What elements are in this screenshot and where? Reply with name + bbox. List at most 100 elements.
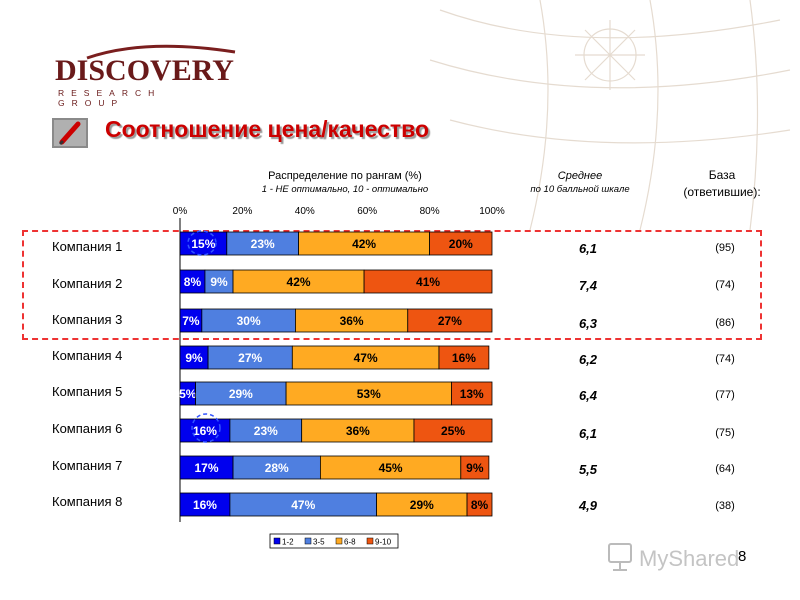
x-tick-label: 80% xyxy=(420,206,440,217)
average-header: Среднее xyxy=(557,170,603,182)
legend-label: 1-2 xyxy=(282,538,294,547)
bar-data-label: 36% xyxy=(346,424,370,438)
company-label: Компания 6 xyxy=(52,421,123,436)
base-value: (38) xyxy=(715,500,735,512)
bar-data-label: 7% xyxy=(182,314,200,328)
bar-segment xyxy=(407,308,493,333)
bar-data-label: 27% xyxy=(438,314,462,328)
average-value: 6,2 xyxy=(578,352,598,367)
bar-data-label: 41% xyxy=(416,275,440,289)
bar-data-label: 30% xyxy=(237,314,261,328)
distribution-subheader: 1 - НЕ оптимально, 10 - оптимально xyxy=(261,184,429,195)
bar-segment xyxy=(460,455,490,480)
average-value: 6,4 xyxy=(578,388,598,403)
bar-data-label: 27% xyxy=(238,351,262,365)
base-header-line2: (ответившие): xyxy=(683,185,761,199)
bar-data-label: 42% xyxy=(352,237,376,251)
legend-swatch xyxy=(304,537,312,545)
bar-data-label: 13% xyxy=(460,387,484,401)
page-number: 8 xyxy=(738,548,747,565)
average-value: 6,1 xyxy=(578,241,598,256)
bar-data-label: 29% xyxy=(229,387,253,401)
bar-data-label: 16% xyxy=(452,351,476,365)
legend-swatch xyxy=(366,537,374,545)
base-value: (95) xyxy=(715,242,735,254)
base-value: (75) xyxy=(715,427,735,439)
company-label: Компания 2 xyxy=(52,276,123,291)
bar-segment xyxy=(451,381,493,406)
bar-data-label: 23% xyxy=(254,424,278,438)
legend-swatch xyxy=(273,537,281,545)
company-label: Компания 1 xyxy=(52,239,123,254)
average-subheader: по 10 балльной шкале xyxy=(530,184,630,195)
bar-data-label: 45% xyxy=(379,461,403,475)
bar-data-label: 8% xyxy=(471,498,489,512)
annotation-circle xyxy=(187,230,217,256)
x-tick-label: 40% xyxy=(295,206,315,217)
bar-data-label: 16% xyxy=(193,424,217,438)
legend-label: 6-8 xyxy=(344,538,356,547)
discovery-logo: DISCOVERY RESEARCH GROUP xyxy=(55,44,236,108)
bar-data-label: 29% xyxy=(410,498,434,512)
bar-segment xyxy=(429,231,493,256)
bar-data-label: 25% xyxy=(441,424,465,438)
legend-swatch xyxy=(335,537,343,545)
bar-data-label: 20% xyxy=(449,237,473,251)
bar-data-label: 17% xyxy=(195,461,219,475)
average-value: 7,4 xyxy=(578,278,598,293)
base-header: База (ответившие): xyxy=(672,167,772,201)
bar-data-label: 47% xyxy=(354,351,378,365)
annotation-circle xyxy=(191,413,221,443)
bar-data-label: 36% xyxy=(340,314,364,328)
base-value: (64) xyxy=(715,463,735,475)
logo-subtitle: RESEARCH GROUP xyxy=(58,88,162,108)
company-label: Компания 3 xyxy=(52,312,123,327)
bar-segment xyxy=(363,269,493,294)
company-label: Компания 5 xyxy=(52,384,123,399)
legend-label: 3-5 xyxy=(313,538,325,547)
x-tick-label: 100% xyxy=(479,206,505,217)
bar-segment xyxy=(466,492,493,517)
bar-segment xyxy=(413,418,493,443)
highlight-frame xyxy=(22,230,762,340)
map-background xyxy=(429,0,791,230)
base-value: (86) xyxy=(715,317,735,329)
base-value: (74) xyxy=(715,279,735,291)
marker-icon xyxy=(52,118,88,148)
x-tick-label: 20% xyxy=(232,206,252,217)
bar-data-label: 53% xyxy=(357,387,381,401)
base-value: (77) xyxy=(715,389,735,401)
x-tick-label: 60% xyxy=(357,206,377,217)
bar-data-label: 28% xyxy=(265,461,289,475)
page-title: Соотношение цена/качество xyxy=(105,116,430,142)
logo-word: DISCOVERY xyxy=(55,54,234,87)
average-value: 6,1 xyxy=(578,426,598,441)
legend-label: 9-10 xyxy=(375,538,392,547)
bar-data-label: 9% xyxy=(210,275,228,289)
distribution-header: Распределение по рангам (%) xyxy=(268,170,422,182)
bar-data-label: 9% xyxy=(185,351,203,365)
company-label: Компания 8 xyxy=(52,494,123,509)
bar-data-label: 42% xyxy=(287,275,311,289)
bar-data-label: 9% xyxy=(466,461,484,475)
average-value: 6,3 xyxy=(578,316,598,331)
average-value: 5,5 xyxy=(578,462,598,477)
bar-data-label: 8% xyxy=(184,275,202,289)
legend-box xyxy=(269,533,399,549)
myshared-watermark: MyShared xyxy=(608,543,739,571)
company-label: Компания 7 xyxy=(52,458,123,473)
bar-data-label: 47% xyxy=(291,498,315,512)
base-value: (74) xyxy=(715,353,735,365)
watermark-text: MyShared xyxy=(639,546,739,571)
bar-data-label: 16% xyxy=(193,498,217,512)
bar-data-label: 15% xyxy=(191,237,215,251)
bar-segment xyxy=(438,345,490,370)
base-header-line1: База xyxy=(708,168,736,182)
company-label: Компания 4 xyxy=(52,348,123,363)
logo-swoosh-icon xyxy=(86,44,236,60)
bar-data-label: 23% xyxy=(251,237,275,251)
x-tick-label: 0% xyxy=(173,206,188,217)
bar-data-label: 5% xyxy=(179,387,197,401)
average-value: 4,9 xyxy=(578,498,598,513)
